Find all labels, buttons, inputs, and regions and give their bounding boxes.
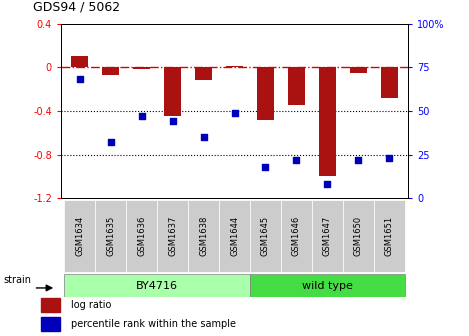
Bar	[41, 317, 60, 331]
Bar	[343, 200, 374, 272]
Text: GSM1646: GSM1646	[292, 216, 301, 256]
Text: strain: strain	[3, 275, 31, 285]
Bar	[41, 298, 60, 312]
Bar	[257, 67, 274, 120]
Point	[169, 119, 176, 124]
Text: GSM1645: GSM1645	[261, 216, 270, 256]
Point	[324, 181, 331, 187]
Text: GDS94 / 5062: GDS94 / 5062	[33, 0, 121, 13]
Bar	[250, 274, 405, 297]
Bar	[381, 67, 398, 98]
Text: GSM1647: GSM1647	[323, 216, 332, 256]
Point	[138, 114, 145, 119]
Bar	[95, 200, 126, 272]
Point	[200, 134, 207, 140]
Bar	[133, 67, 150, 70]
Bar	[250, 200, 281, 272]
Text: GSM1636: GSM1636	[137, 216, 146, 256]
Text: wild type: wild type	[302, 281, 353, 291]
Bar	[195, 67, 212, 80]
Bar	[350, 67, 367, 73]
Bar	[157, 200, 188, 272]
Point	[107, 140, 114, 145]
Text: log ratio: log ratio	[71, 300, 111, 310]
Bar	[374, 200, 405, 272]
Text: percentile rank within the sample: percentile rank within the sample	[71, 319, 236, 329]
Point	[293, 157, 300, 163]
Bar	[319, 67, 336, 176]
Point	[76, 77, 83, 82]
Bar	[226, 66, 243, 67]
Bar	[164, 67, 181, 116]
Text: GSM1650: GSM1650	[354, 216, 363, 256]
Bar	[188, 200, 219, 272]
Point	[386, 155, 393, 161]
Text: GSM1644: GSM1644	[230, 216, 239, 256]
Bar	[71, 56, 88, 67]
Text: BY4716: BY4716	[136, 281, 178, 291]
Point	[355, 157, 362, 163]
Bar	[288, 67, 305, 106]
Point	[262, 164, 269, 169]
Text: GSM1638: GSM1638	[199, 216, 208, 256]
Text: GSM1651: GSM1651	[385, 216, 394, 256]
Text: GSM1634: GSM1634	[75, 216, 84, 256]
Point	[231, 110, 238, 115]
Bar	[281, 200, 312, 272]
Text: GSM1635: GSM1635	[106, 216, 115, 256]
Bar	[312, 200, 343, 272]
Bar	[219, 200, 250, 272]
Bar	[102, 67, 119, 75]
Text: GSM1637: GSM1637	[168, 216, 177, 256]
Bar	[64, 200, 95, 272]
Bar	[126, 200, 157, 272]
Bar	[64, 274, 250, 297]
